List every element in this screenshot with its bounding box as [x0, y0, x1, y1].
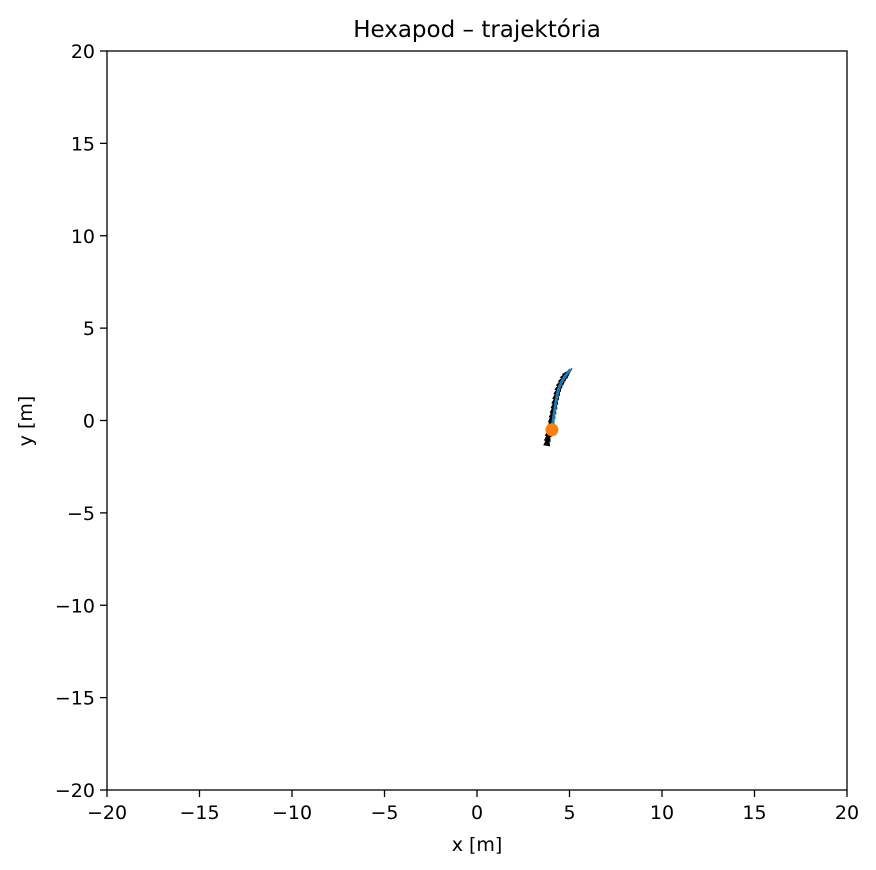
x-tick-label: −15 [179, 802, 219, 824]
y-axis-ticks: −20 −15 −10 −5 0 5 10 15 20 [55, 41, 107, 802]
x-axis-ticks: −20 −15 −10 −5 0 5 10 15 20 [87, 790, 859, 824]
y-tick-label: −15 [55, 688, 95, 710]
series-layer [543, 367, 573, 447]
trajectory-line [550, 368, 572, 432]
y-tick-label: 15 [71, 133, 95, 155]
x-tick-label: −10 [272, 802, 312, 824]
y-tick-label: 20 [71, 41, 95, 63]
x-tick-label: −5 [370, 802, 398, 824]
x-tick-label: 20 [835, 802, 859, 824]
y-axis-label: y [m] [15, 396, 37, 447]
x-tick-label: 15 [742, 802, 766, 824]
current-position-marker [545, 423, 559, 437]
x-tick-label: 5 [563, 802, 575, 824]
plot-area [106, 50, 848, 791]
y-tick-label: −5 [67, 503, 95, 525]
y-tick-label: 10 [71, 226, 95, 248]
y-tick-label: 5 [83, 318, 95, 340]
x-axis-label: x [m] [452, 834, 503, 856]
y-tick-label: −10 [55, 595, 95, 617]
chart-title: Hexapod – trajektória [353, 17, 601, 43]
x-tick-label: 10 [650, 802, 674, 824]
x-tick-label: 0 [471, 802, 483, 824]
y-tick-label: 0 [83, 411, 95, 433]
x-tick-label: −20 [87, 802, 127, 824]
axes-background [107, 51, 847, 790]
y-tick-label: −20 [55, 780, 95, 802]
